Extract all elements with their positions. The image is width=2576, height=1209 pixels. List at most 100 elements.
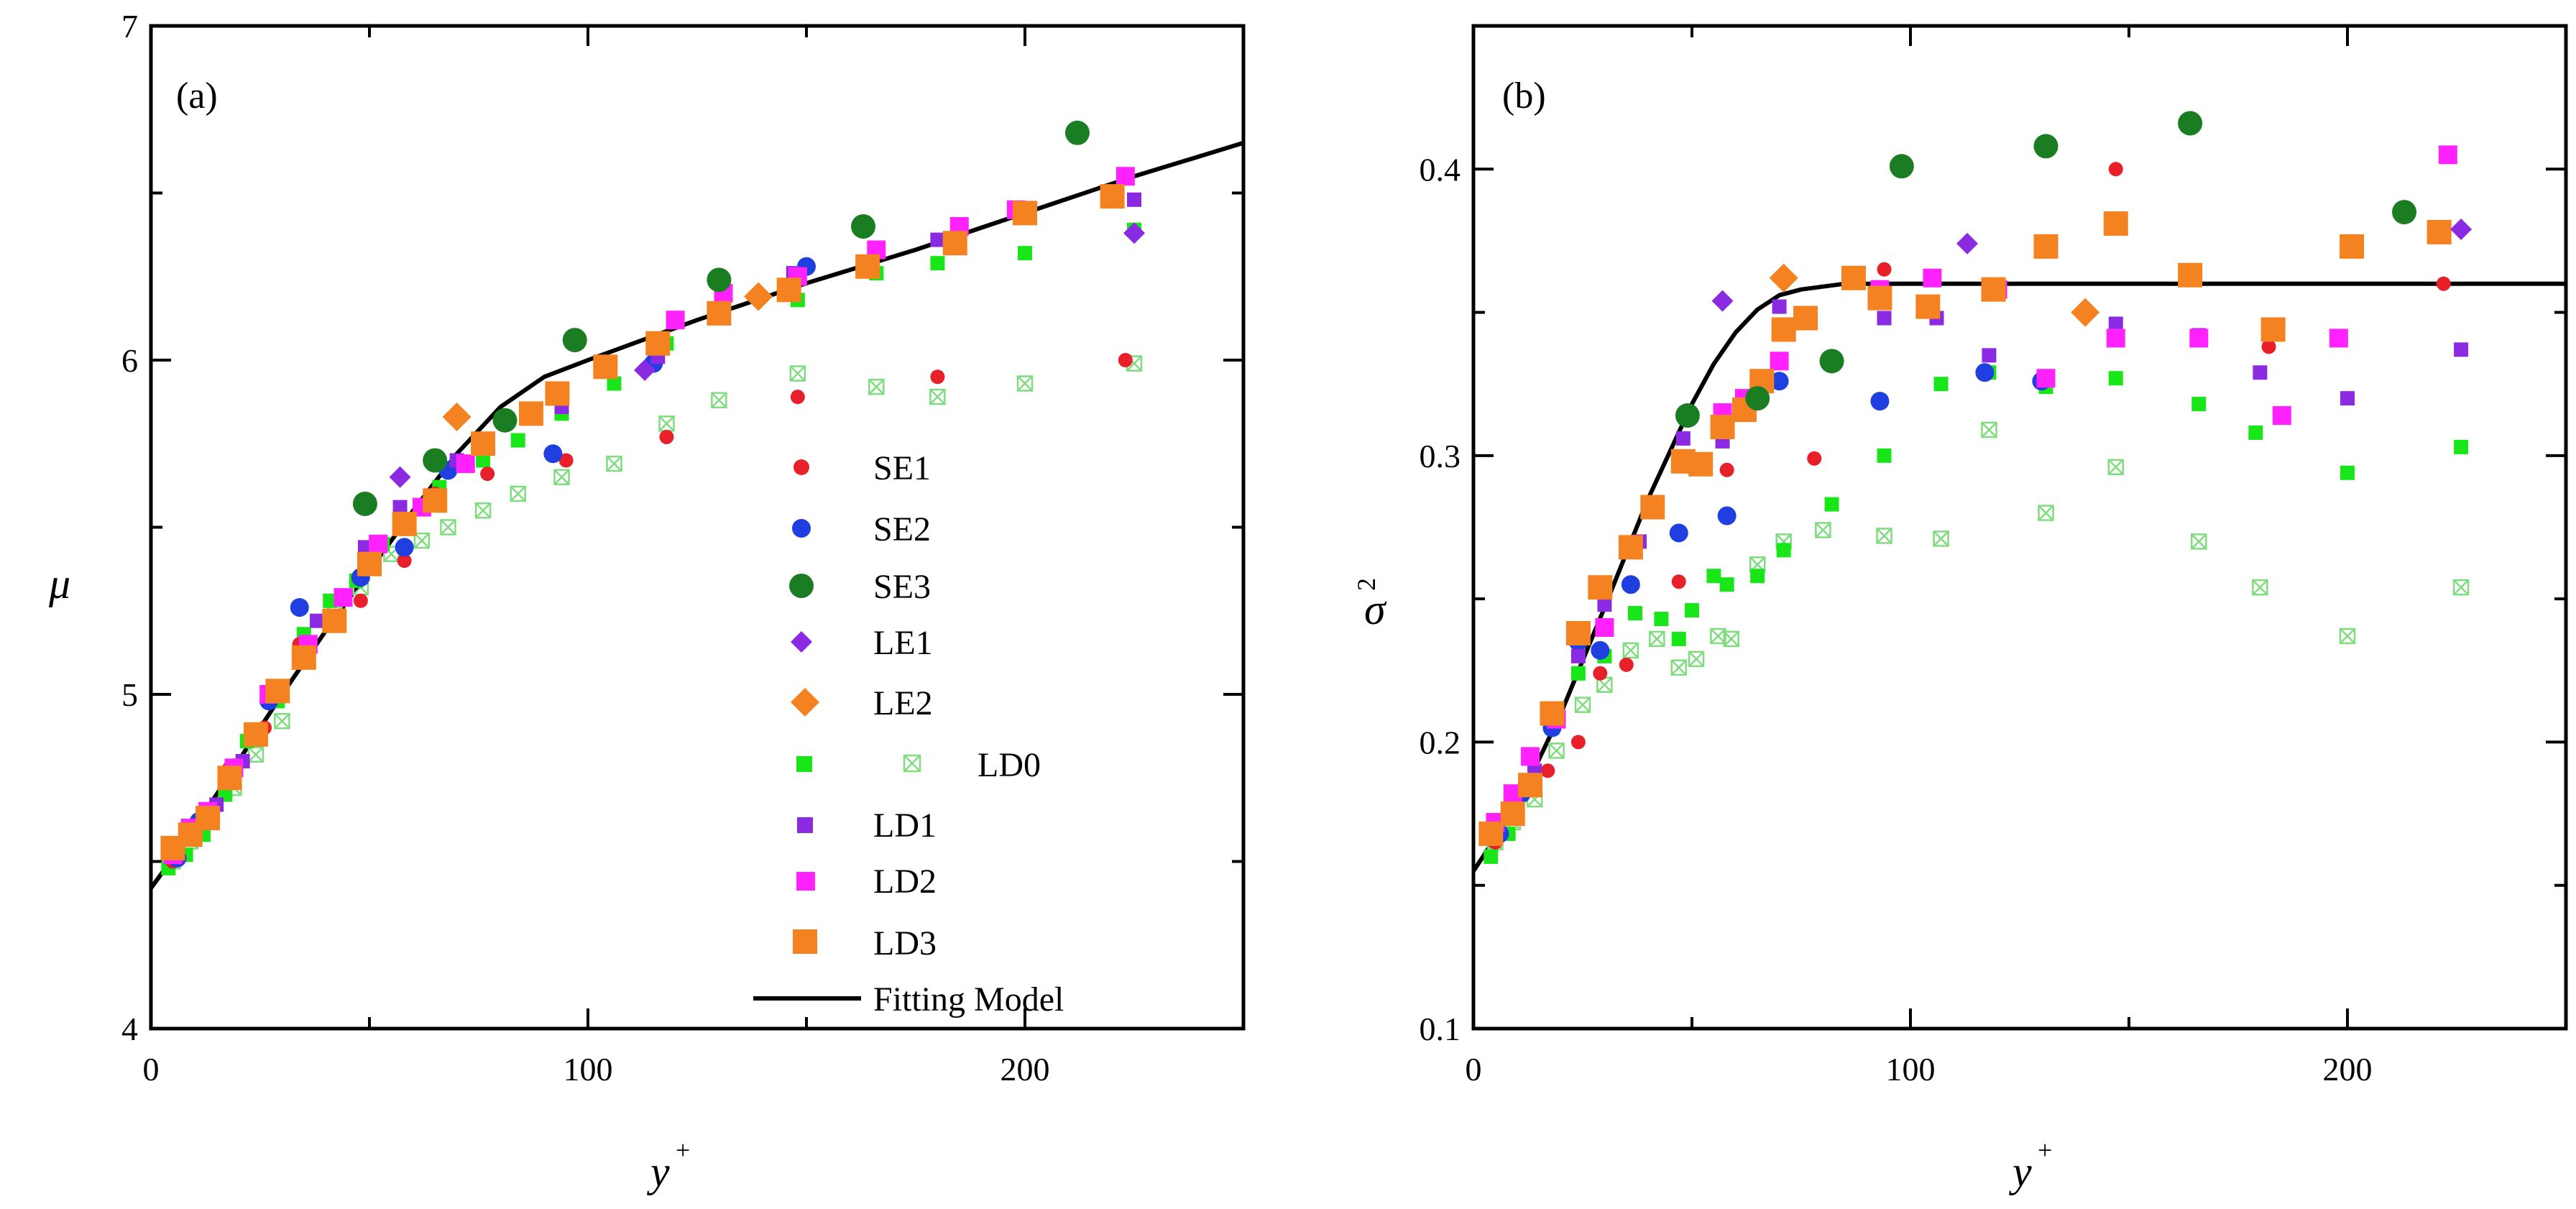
point-se2: [543, 444, 563, 464]
point-ld2: [2189, 328, 2209, 348]
point-se1: [1570, 735, 1586, 750]
point-ld0-open: [553, 469, 570, 485]
fitting-model-line: [149, 140, 1244, 890]
point-ld1: [1127, 192, 1141, 207]
points-layer-a: [160, 120, 1145, 875]
x-tick-label: 100: [1886, 1051, 1936, 1088]
point-ld2: [334, 588, 353, 607]
point-le2: [1769, 263, 1798, 293]
point-ld1: [1877, 311, 1892, 326]
panel-label-b: (b): [1502, 75, 1546, 116]
point-ld0-open: [868, 378, 885, 395]
point-ld0-filled: [323, 593, 338, 608]
point-ld3: [776, 277, 801, 303]
point-ld0-filled: [1570, 666, 1586, 681]
point-ld0-open: [929, 388, 946, 405]
legend-label-le1: LE1: [873, 624, 933, 662]
legend-marker-ld0-open: [903, 754, 921, 773]
point-ld0-open: [789, 365, 806, 382]
point-ld0-open: [1548, 743, 1565, 759]
point-ld1: [310, 613, 325, 628]
point-ld3: [471, 431, 496, 456]
point-ld2: [2272, 406, 2291, 426]
point-se3: [1819, 349, 1844, 374]
point-ld3: [1915, 294, 1941, 319]
fitting-model-line: [1471, 281, 2566, 873]
point-ld0-filled: [1776, 543, 1791, 558]
point-ld3: [593, 354, 618, 380]
point-se1: [1671, 574, 1686, 589]
point-ld3: [1710, 415, 1735, 439]
point-ld0-filled: [1824, 497, 1839, 512]
point-se3: [2392, 200, 2417, 225]
point-ld3: [291, 645, 316, 670]
point-le1: [1123, 222, 1145, 244]
point-ld1: [1675, 431, 1690, 446]
point-se1: [397, 553, 412, 568]
panel-label-a: (a): [176, 75, 218, 116]
point-ld3: [707, 300, 732, 326]
point-ld3: [1867, 285, 1892, 311]
legend-label-ld3: LD3: [873, 924, 937, 962]
y-tick-label: 0.2: [1420, 724, 1461, 760]
legend-label-se2: SE2: [873, 510, 931, 548]
point-ld0-open: [1710, 628, 1726, 645]
point-ld3: [423, 488, 448, 513]
point-ld0-open: [1574, 697, 1591, 713]
legend-label-se3: SE3: [873, 568, 931, 606]
point-ld0-open: [474, 502, 492, 519]
point-ld3: [942, 231, 967, 256]
x-tick-label: 0: [143, 1051, 160, 1088]
point-ld3: [545, 381, 570, 406]
point-se3: [1889, 154, 1914, 179]
legend-label-fit: Fitting Model: [873, 980, 1064, 1019]
point-ld0-open: [1622, 642, 1639, 659]
legend-marker-ld1: [797, 817, 813, 833]
point-ld3: [1478, 821, 1504, 846]
point-ld1: [2454, 342, 2469, 357]
point-ld0-open: [1815, 522, 1831, 538]
point-se3: [1745, 386, 1770, 411]
point-ld3: [357, 551, 382, 576]
point-ld3: [1518, 773, 1543, 798]
point-ld1: [357, 540, 372, 555]
point-ld3: [2340, 234, 2365, 259]
point-ld0-filled: [2340, 465, 2355, 480]
point-ld2: [2106, 328, 2125, 348]
point-ld3: [855, 254, 880, 279]
point-ld0-filled: [1685, 603, 1699, 618]
point-se2: [1770, 372, 1789, 391]
point-ld0-filled: [2248, 425, 2263, 440]
fit-layer-b: [1471, 281, 2566, 873]
point-ld0-open: [1723, 630, 1739, 648]
point-ld3: [645, 331, 671, 356]
point-se1: [353, 593, 368, 608]
point-se3: [2033, 134, 2058, 159]
point-ld0-filled: [1750, 569, 1765, 584]
point-se2: [1717, 506, 1736, 525]
point-ld0-open: [1981, 421, 1997, 438]
panel-b: 0 100 200 0.1 0.2 0.3 0.4 (b) y + σ 2: [1352, 24, 2568, 1195]
point-ld2: [2438, 145, 2457, 165]
point-le1: [634, 359, 656, 381]
point-se3: [707, 267, 732, 293]
point-ld2: [1595, 618, 1614, 637]
x-axis-label-sup-b: +: [2038, 1136, 2052, 1164]
point-ld3: [2260, 317, 2286, 342]
point-ld1: [1570, 648, 1586, 663]
point-ld0-filled: [1484, 849, 1499, 864]
point-ld3: [265, 679, 290, 704]
legend: SE1 SE2 SE3 LE1 LE2 LD0 LD1 LD2 LD3: [753, 449, 1064, 1019]
point-se1: [558, 453, 574, 468]
point-ld3: [1793, 305, 1818, 331]
point-ld3: [2178, 262, 2203, 288]
point-ld0-open: [510, 485, 526, 502]
point-se3: [562, 328, 587, 353]
point-ld0-open: [1016, 375, 1034, 392]
point-ld0-open: [1688, 651, 1705, 668]
y-axis-label-b: σ: [1364, 586, 1387, 633]
point-ld0-filled: [510, 433, 525, 448]
point-ld1: [2340, 391, 2355, 406]
legend-label-ld1: LD1: [873, 806, 937, 845]
point-ld3: [1688, 451, 1714, 477]
